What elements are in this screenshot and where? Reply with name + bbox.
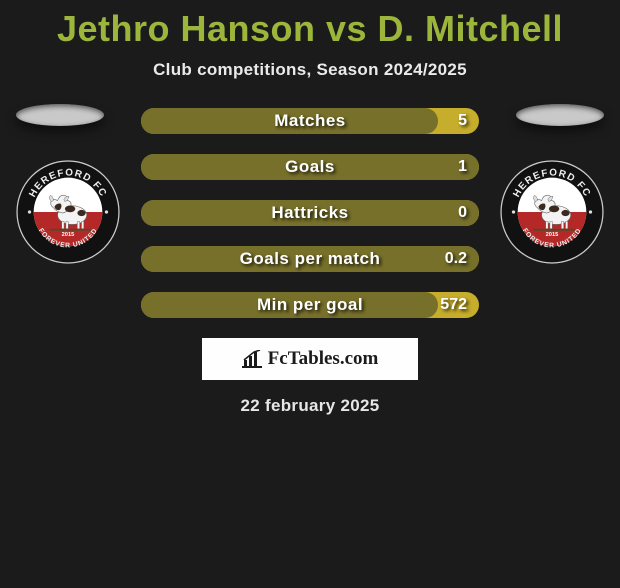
stat-bars: Matches5Goals1Hattricks0Goals per match0…	[141, 108, 479, 318]
stat-bar: Goals1	[141, 154, 479, 180]
player-shadow-left	[16, 104, 104, 126]
stat-bar-value: 5	[458, 112, 467, 130]
stat-bar-value: 572	[440, 296, 467, 314]
stat-bar: Min per goal572	[141, 292, 479, 318]
svg-text:2015: 2015	[62, 232, 76, 238]
stat-bar-value: 0.2	[445, 250, 467, 268]
stat-bar-value: 1	[458, 158, 467, 176]
chart-icon	[242, 350, 262, 368]
stat-bar-label: Goals	[141, 157, 479, 177]
stat-bar-value: 0	[458, 204, 467, 222]
stat-bar: Hattricks0	[141, 200, 479, 226]
club-badge-left: HEREFORD FC FOREVER UNITED	[16, 160, 120, 264]
page-title: Jethro Hanson vs D. Mitchell	[0, 8, 620, 50]
stat-bar-label: Hattricks	[141, 203, 479, 223]
date-label: 22 february 2025	[0, 396, 620, 416]
player-shadow-right	[516, 104, 604, 126]
club-badge-right: HEREFORD FC FOREVER UNITED	[500, 160, 604, 264]
watermark: FcTables.com	[202, 338, 418, 380]
svg-text:2015: 2015	[546, 232, 560, 238]
stat-bar: Matches5	[141, 108, 479, 134]
subtitle: Club competitions, Season 2024/2025	[0, 60, 620, 80]
stat-bar-label: Min per goal	[141, 295, 479, 315]
stat-bar: Goals per match0.2	[141, 246, 479, 272]
stat-bar-label: Matches	[141, 111, 479, 131]
comparison-content: Matches5Goals1Hattricks0Goals per match0…	[0, 108, 620, 416]
watermark-text: FcTables.com	[268, 348, 379, 370]
stat-bar-label: Goals per match	[141, 249, 479, 269]
